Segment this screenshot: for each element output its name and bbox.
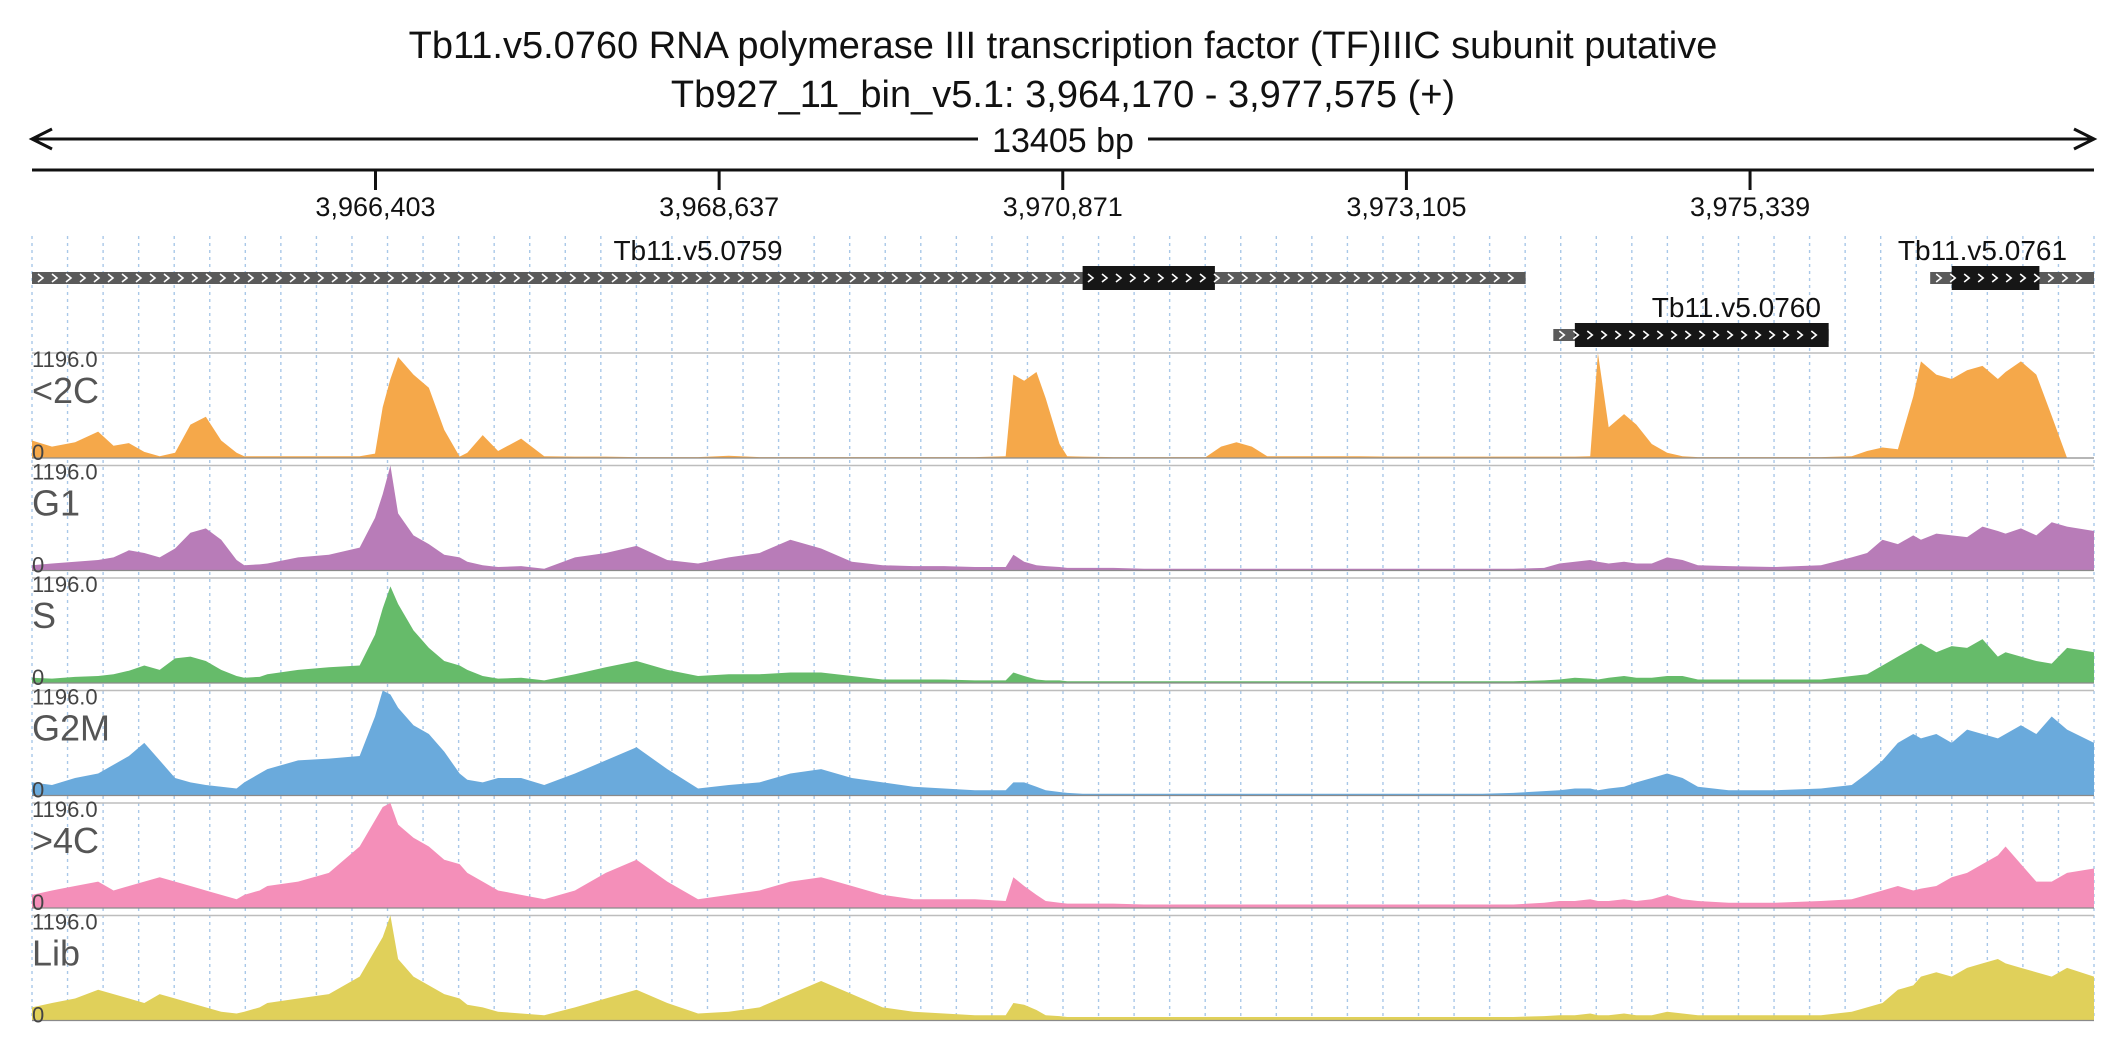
track-ymax-label: 1196.0: [32, 347, 98, 372]
gene-strand-arrows: [1935, 273, 2083, 283]
gene-cds-bar: [1574, 323, 1829, 347]
track-name-label: <2C: [32, 370, 99, 411]
gene-label: Tb11.v5.0759: [613, 235, 782, 266]
track-ymax-label: 1196.0: [32, 572, 98, 597]
gene-strand-arrows: [1558, 330, 1818, 340]
span-label: 13405 bp: [992, 122, 1134, 160]
track-ymax-label: 1196.0: [32, 797, 98, 822]
span-arrow-left-head: [28, 127, 53, 151]
track-ymax-label: 1196.0: [32, 685, 98, 710]
track-ymax-label: 1196.0: [32, 460, 98, 485]
track-name-label: >4C: [32, 820, 99, 861]
span-arrow-right-head: [2073, 127, 2098, 151]
ruler-tick-label: 3,973,105: [1346, 192, 1466, 222]
coverage-area: [32, 915, 2094, 1021]
coverage-tracks: 1196.0<2C01196.0G101196.0S01196.0G2M0119…: [32, 347, 2094, 1028]
gene-strand-arrows: [37, 273, 1515, 283]
coverage-area: [32, 586, 2094, 683]
ruler-tick-label: 3,970,871: [1003, 192, 1123, 222]
gene-track: Tb11.v5.0759 Tb11.v5.0760 Tb11.v5.0761: [32, 235, 2094, 347]
coverage-area: [32, 803, 2094, 908]
gene-label: Tb11.v5.0760: [1652, 292, 1821, 323]
coordinate-ruler: 3,966,403 3,968,637 3,970,871 3,973,105 3,97…: [32, 168, 2094, 222]
track-ymin-label: 0: [32, 553, 44, 578]
track-name-label: G2M: [32, 708, 110, 749]
chart-subtitle: Tb927_11_bin_v5.1: 3,964,170 - 3,977,575…: [671, 74, 1455, 116]
gene-utr-bar: [32, 272, 1526, 284]
track-ymin-label: 0: [32, 778, 44, 803]
ruler-tick-label: 3,968,637: [659, 192, 779, 222]
span-arrow: [28, 127, 2098, 151]
track-name-label: G1: [32, 483, 80, 524]
coverage-area: [32, 690, 2094, 796]
track-ymin-label: 0: [32, 665, 44, 690]
ruler-tick-label: 3,966,403: [315, 192, 435, 222]
track-name-label: Lib: [32, 933, 80, 974]
track-ymin-label: 0: [32, 440, 44, 465]
track-ymax-label: 1196.0: [32, 910, 98, 935]
coverage-area: [32, 465, 2094, 571]
ruler-tick-label: 3,975,339: [1690, 192, 1810, 222]
track-ymin-label: 0: [32, 1003, 44, 1028]
chart-title: Tb11.v5.0760 RNA polymerase III transcri…: [409, 25, 1718, 67]
gene-label: Tb11.v5.0761: [1898, 235, 2067, 266]
track-ymin-label: 0: [32, 890, 44, 915]
track-name-label: S: [32, 595, 56, 636]
